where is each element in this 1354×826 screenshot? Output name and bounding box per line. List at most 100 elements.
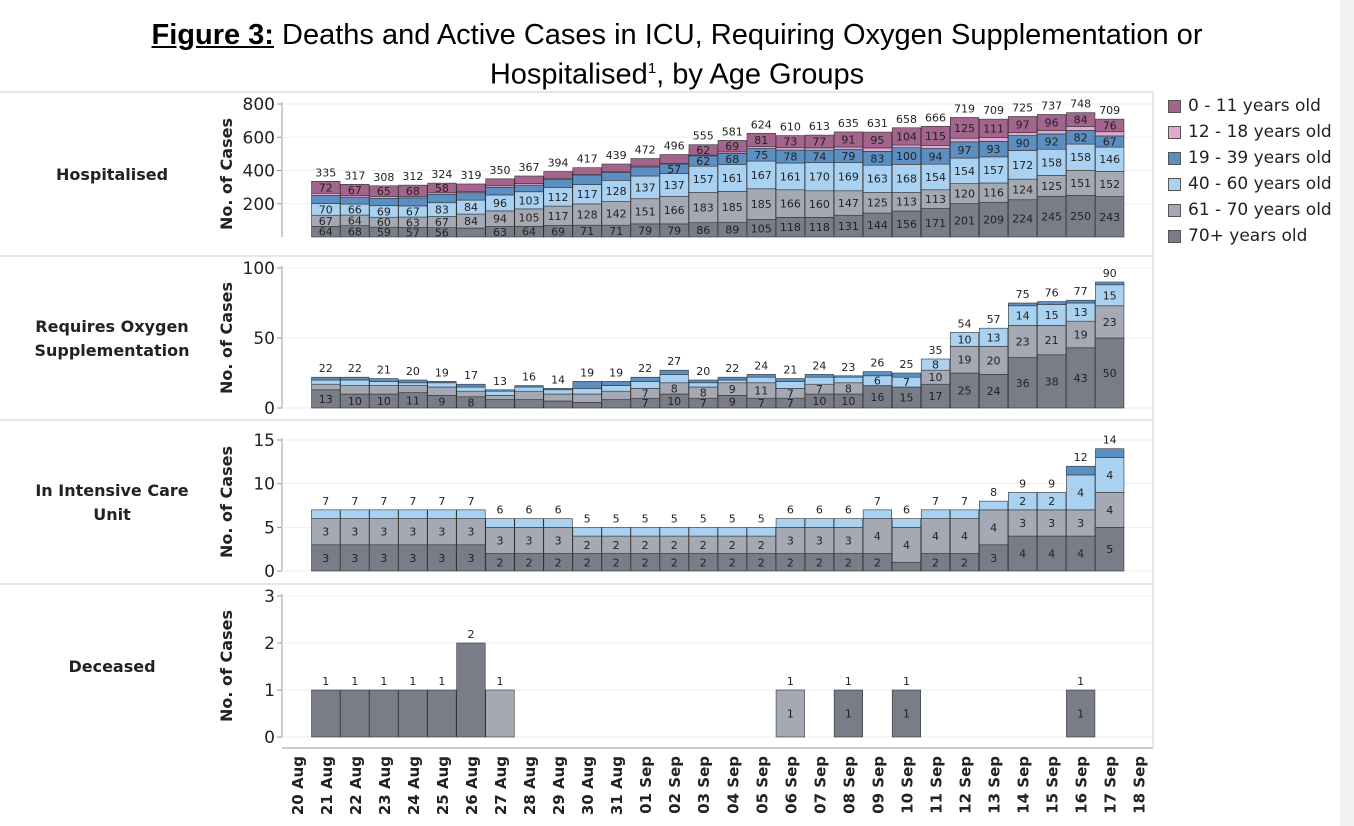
bar-segment — [1066, 143, 1096, 171]
total-label: 666 — [925, 111, 946, 124]
segment-label: 157 — [983, 164, 1004, 177]
legend-item: 12 - 18 years old — [1168, 119, 1332, 145]
segment-label: 4 — [961, 530, 968, 543]
bar-segment — [1095, 305, 1125, 339]
bar-segment — [1066, 126, 1096, 131]
bar-segment — [1066, 509, 1096, 537]
title-line-2: Hospitalised — [489, 58, 648, 91]
bar-segment — [1066, 170, 1096, 196]
bar-segment — [775, 135, 805, 149]
legend-label: 40 - 60 years old — [1188, 174, 1332, 194]
bar-segment — [485, 395, 515, 400]
segment-label: 84 — [1074, 114, 1088, 127]
total-label: 54 — [958, 317, 972, 330]
segment-label: 83 — [435, 204, 449, 217]
bar-segment — [514, 385, 544, 388]
bar-segment — [485, 178, 515, 187]
total-label: 624 — [751, 118, 772, 131]
segment-label: 3 — [496, 534, 503, 547]
segment-label: 113 — [925, 193, 946, 206]
segment-label: 2 — [613, 556, 620, 569]
segment-label: 3 — [816, 534, 823, 547]
segment-label: 146 — [1099, 153, 1120, 166]
bar-segment — [456, 509, 486, 519]
legend-label: 70+ years old — [1188, 226, 1308, 246]
segment-label: 151 — [635, 205, 656, 218]
segment-label: 20 — [987, 354, 1001, 367]
x-tick-label: 23 Aug — [376, 756, 394, 815]
legend-item: 19 - 39 years old — [1168, 145, 1332, 171]
y-tick-label: 10 — [253, 475, 275, 495]
bar-segment — [1095, 448, 1125, 458]
segment-label: 125 — [1041, 180, 1062, 193]
segment-label: 67 — [319, 215, 333, 228]
total-label: 6 — [816, 504, 823, 517]
segment-label: 7 — [642, 387, 649, 400]
total-label: 6 — [903, 504, 910, 517]
y-axis-title: No. of Cases — [217, 610, 236, 722]
bar-segment — [311, 181, 341, 194]
legend-label: 19 - 39 years old — [1188, 148, 1332, 168]
bar-segment — [717, 376, 747, 381]
bar-segment — [543, 518, 573, 528]
bar-segment — [804, 374, 834, 378]
bar-segment — [920, 125, 951, 146]
segment-label: 79 — [638, 224, 652, 237]
segment-label: 2 — [932, 556, 939, 569]
segment-label: 97 — [1016, 119, 1030, 132]
bar-segment — [949, 518, 980, 554]
bar-segment — [833, 527, 863, 554]
bar-segment — [369, 197, 399, 207]
total-label: 1 — [845, 675, 852, 688]
segment-label: 72 — [319, 181, 333, 194]
bar-segment — [311, 383, 341, 391]
panel-label: Hospitalised — [56, 165, 168, 184]
segment-label: 60 — [377, 216, 391, 229]
segment-label: 69 — [377, 205, 391, 218]
segment-label: 3 — [990, 552, 997, 565]
segment-label: 201 — [954, 214, 975, 227]
segment-label: 2 — [787, 556, 794, 569]
bar-segment — [717, 140, 747, 153]
total-label: 2 — [467, 628, 474, 641]
segment-label: 2 — [642, 556, 649, 569]
segment-label: 10 — [958, 333, 972, 346]
bar-segment — [630, 381, 660, 389]
bar-segment — [891, 127, 922, 146]
total-label: 1 — [409, 675, 416, 688]
segment-label: 2 — [700, 556, 707, 569]
legend-label: 0 - 11 years old — [1188, 96, 1321, 116]
segment-label: 10 — [667, 395, 681, 408]
scrollbar-track[interactable] — [1340, 0, 1354, 826]
bar-segment — [862, 147, 892, 152]
segment-label: 3 — [322, 552, 329, 565]
legend-swatch — [1168, 177, 1181, 191]
total-label: 439 — [606, 149, 627, 162]
total-label: 6 — [555, 504, 562, 517]
bar-segment — [862, 509, 892, 519]
y-tick-label: 50 — [253, 329, 275, 349]
segment-label: 2 — [729, 539, 736, 552]
bar-segment — [775, 378, 805, 382]
segment-label: 8 — [467, 396, 474, 409]
total-label: 631 — [867, 117, 888, 130]
bar-segment — [485, 518, 515, 528]
segment-label: 2 — [758, 539, 765, 552]
bar-segment — [427, 193, 457, 204]
bar-segment — [1037, 301, 1067, 305]
segment-label: 151 — [1070, 177, 1091, 190]
bar-segment — [688, 527, 718, 537]
segment-label: 3 — [1019, 517, 1026, 530]
segment-label: 154 — [954, 165, 975, 178]
segment-label: 64 — [319, 226, 333, 239]
segment-label: 21 — [1045, 334, 1059, 347]
bar-segment — [456, 518, 486, 546]
bar-segment — [1008, 302, 1038, 307]
bar-segment — [920, 163, 951, 191]
bar-segment — [369, 544, 399, 572]
bar-segment — [369, 381, 399, 386]
bar-segment — [1008, 325, 1038, 358]
bar-segment — [1095, 171, 1125, 197]
bar-segment — [543, 393, 573, 402]
bar-segment — [1095, 118, 1125, 133]
